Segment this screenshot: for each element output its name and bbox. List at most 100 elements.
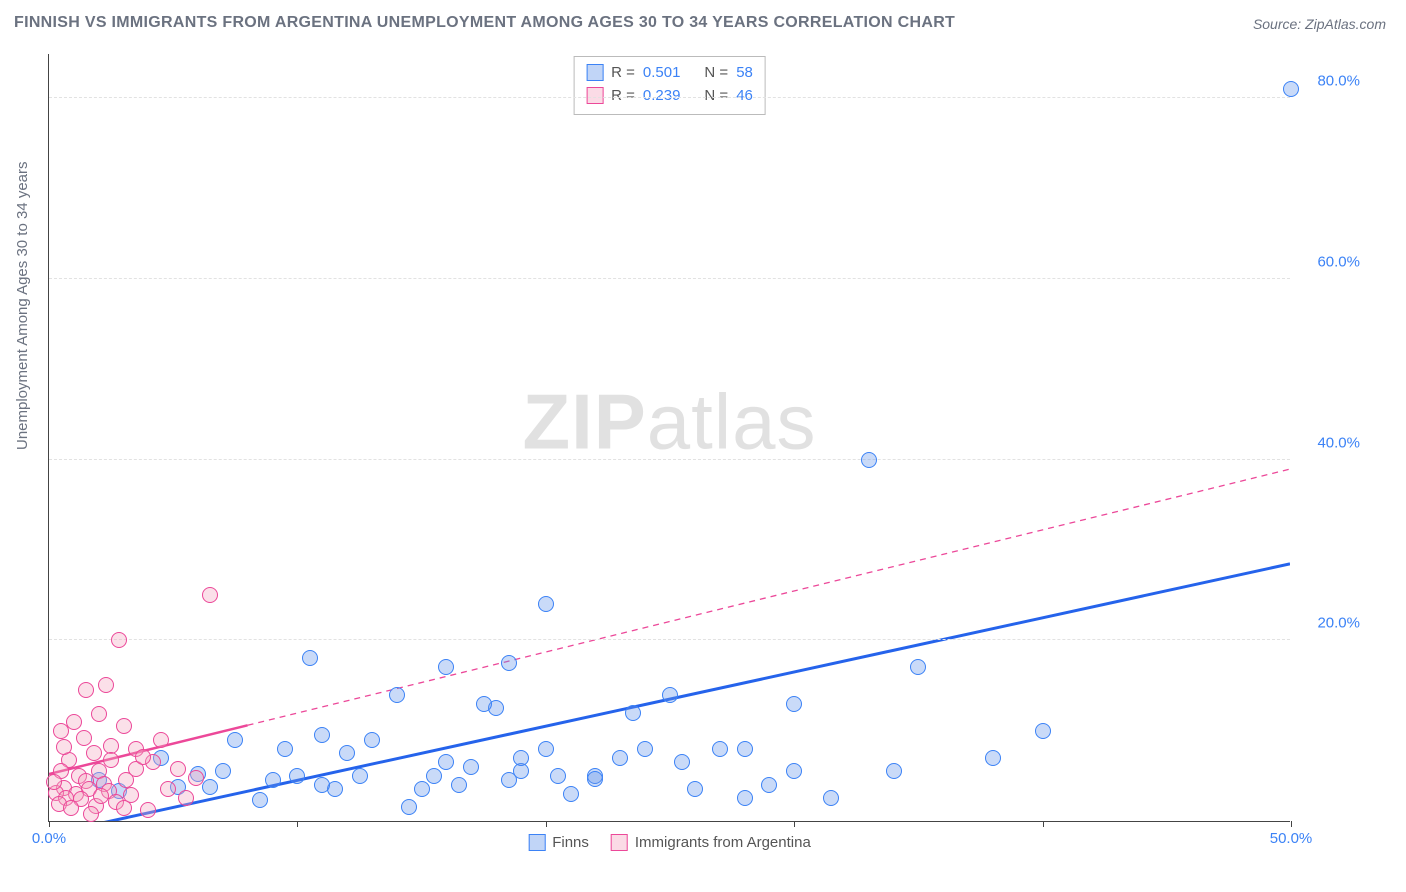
data-point bbox=[302, 650, 318, 666]
data-point bbox=[538, 596, 554, 612]
data-point bbox=[451, 777, 467, 793]
data-point bbox=[63, 800, 79, 816]
data-point bbox=[737, 741, 753, 757]
data-point bbox=[289, 768, 305, 784]
y-axis-label: Unemployment Among Ages 30 to 34 years bbox=[14, 161, 31, 450]
swatch-blue-icon bbox=[528, 834, 545, 851]
data-point bbox=[476, 696, 492, 712]
data-point bbox=[56, 739, 72, 755]
data-point bbox=[46, 774, 62, 790]
swatch-pink-icon bbox=[586, 87, 603, 104]
data-point bbox=[389, 687, 405, 703]
data-point bbox=[202, 779, 218, 795]
data-point bbox=[135, 749, 151, 765]
data-point bbox=[98, 677, 114, 693]
data-point bbox=[202, 587, 218, 603]
data-point bbox=[587, 771, 603, 787]
data-point bbox=[252, 792, 268, 808]
data-point bbox=[78, 682, 94, 698]
y-tick-label: 20.0% bbox=[1317, 615, 1360, 632]
data-point bbox=[861, 452, 877, 468]
data-point bbox=[513, 750, 529, 766]
data-point bbox=[438, 754, 454, 770]
data-point bbox=[53, 723, 69, 739]
data-point bbox=[538, 741, 554, 757]
data-point bbox=[215, 763, 231, 779]
data-point bbox=[674, 754, 690, 770]
data-point bbox=[550, 768, 566, 784]
data-point bbox=[786, 763, 802, 779]
gridline bbox=[49, 459, 1290, 460]
scatter-plot-area: ZIPatlas R = 0.501 N = 58 R = 0.239 N = … bbox=[48, 54, 1290, 822]
data-point bbox=[170, 761, 186, 777]
data-point bbox=[712, 741, 728, 757]
data-point bbox=[103, 752, 119, 768]
data-point bbox=[985, 750, 1001, 766]
gridline bbox=[49, 97, 1290, 98]
stats-legend-box: R = 0.501 N = 58 R = 0.239 N = 46 bbox=[573, 56, 766, 115]
data-point bbox=[227, 732, 243, 748]
x-tick bbox=[1291, 821, 1292, 827]
stats-row-finns: R = 0.501 N = 58 bbox=[586, 61, 753, 84]
data-point bbox=[116, 800, 132, 816]
data-point bbox=[364, 732, 380, 748]
data-point bbox=[501, 772, 517, 788]
data-point bbox=[93, 788, 109, 804]
y-tick-label: 60.0% bbox=[1317, 253, 1360, 270]
source-attribution: Source: ZipAtlas.com bbox=[1253, 16, 1386, 32]
n-value-argentina: 46 bbox=[736, 84, 753, 107]
data-point bbox=[625, 705, 641, 721]
data-point bbox=[111, 632, 127, 648]
data-point bbox=[140, 802, 156, 818]
x-tick bbox=[297, 821, 298, 827]
data-point bbox=[401, 799, 417, 815]
data-point bbox=[153, 732, 169, 748]
data-point bbox=[314, 727, 330, 743]
data-point bbox=[160, 781, 176, 797]
data-point bbox=[786, 696, 802, 712]
data-point bbox=[612, 750, 628, 766]
data-point bbox=[265, 772, 281, 788]
x-tick-label: 50.0% bbox=[1270, 830, 1313, 847]
n-value-finns: 58 bbox=[736, 61, 753, 84]
y-tick-label: 40.0% bbox=[1317, 434, 1360, 451]
data-point bbox=[761, 777, 777, 793]
x-tick bbox=[546, 821, 547, 827]
data-point bbox=[91, 706, 107, 722]
data-point bbox=[76, 730, 92, 746]
x-tick-label: 0.0% bbox=[32, 830, 66, 847]
data-point bbox=[414, 781, 430, 797]
data-point bbox=[1035, 723, 1051, 739]
data-point bbox=[116, 718, 132, 734]
data-point bbox=[178, 790, 194, 806]
data-point bbox=[426, 768, 442, 784]
data-point bbox=[188, 770, 204, 786]
gridline bbox=[49, 278, 1290, 279]
data-point bbox=[737, 790, 753, 806]
data-point bbox=[463, 759, 479, 775]
data-point bbox=[339, 745, 355, 761]
r-value-argentina: 0.239 bbox=[643, 84, 681, 107]
data-point bbox=[83, 806, 99, 822]
data-point bbox=[438, 659, 454, 675]
legend-item-finns: Finns bbox=[528, 834, 589, 851]
x-tick bbox=[794, 821, 795, 827]
data-point bbox=[86, 745, 102, 761]
data-point bbox=[1283, 81, 1299, 97]
chart-title: FINNISH VS IMMIGRANTS FROM ARGENTINA UNE… bbox=[14, 14, 955, 32]
data-point bbox=[886, 763, 902, 779]
data-point bbox=[352, 768, 368, 784]
series-legend: Finns Immigrants from Argentina bbox=[528, 834, 811, 851]
data-point bbox=[687, 781, 703, 797]
data-point bbox=[637, 741, 653, 757]
data-point bbox=[662, 687, 678, 703]
data-point bbox=[910, 659, 926, 675]
y-tick-label: 80.0% bbox=[1317, 73, 1360, 90]
swatch-blue-icon bbox=[586, 64, 603, 81]
data-point bbox=[823, 790, 839, 806]
data-point bbox=[563, 786, 579, 802]
x-tick bbox=[1043, 821, 1044, 827]
trend-lines bbox=[49, 54, 1290, 821]
data-point bbox=[501, 655, 517, 671]
watermark: ZIPatlas bbox=[522, 377, 816, 468]
